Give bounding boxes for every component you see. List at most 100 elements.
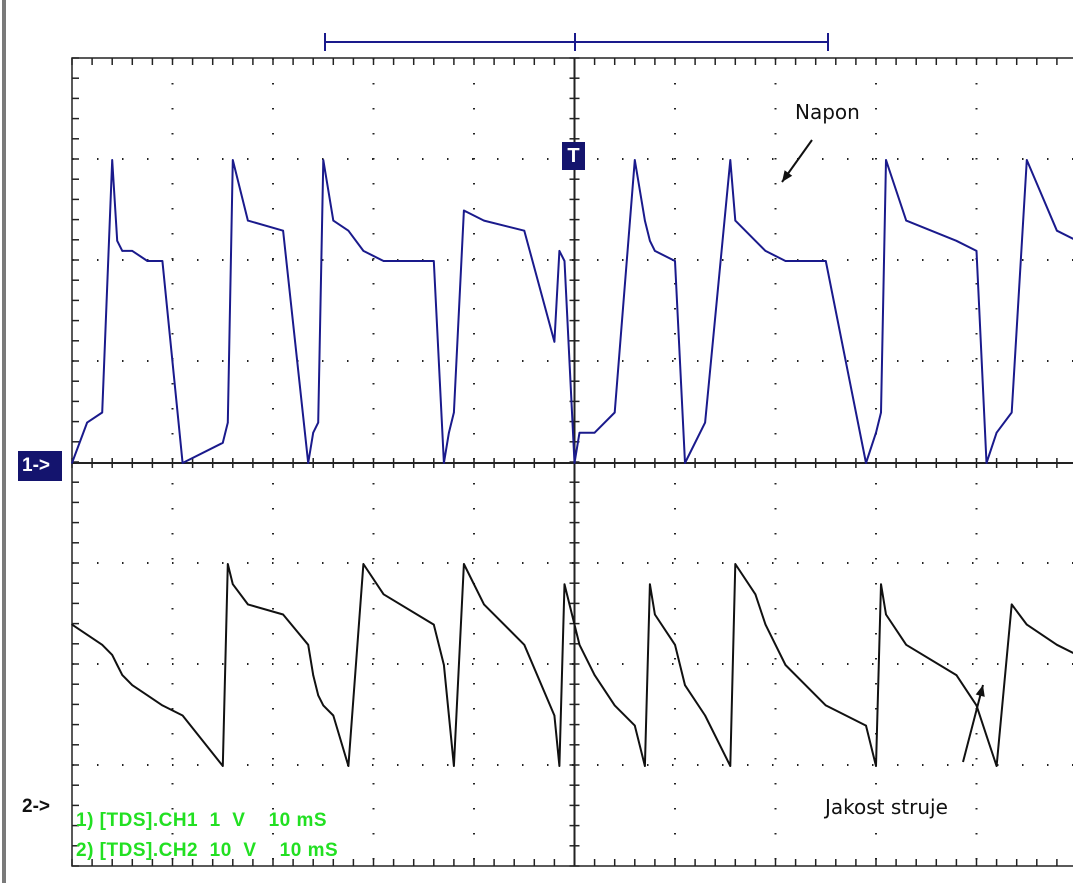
data-point xyxy=(880,583,882,585)
data-point xyxy=(161,704,164,707)
data-point xyxy=(382,260,385,262)
annotation-arrows xyxy=(781,139,985,763)
data-point xyxy=(227,563,229,565)
data-point xyxy=(1010,603,1013,606)
data-point xyxy=(448,714,450,717)
data-point xyxy=(644,765,646,767)
annotation-voltage: Napon xyxy=(795,100,860,124)
data-point xyxy=(654,613,656,616)
data-point xyxy=(101,411,103,414)
data-point xyxy=(443,664,445,666)
left-frame-bar xyxy=(2,0,6,883)
data-point xyxy=(634,159,636,161)
data-point xyxy=(563,583,566,585)
data-point xyxy=(704,421,706,424)
data-point xyxy=(282,613,284,616)
data-point xyxy=(232,159,234,161)
data-point xyxy=(885,159,887,161)
data-point xyxy=(875,765,877,767)
data-point xyxy=(86,421,88,424)
data-point xyxy=(282,229,284,232)
data-point xyxy=(121,250,124,252)
data-point xyxy=(382,593,385,596)
legend-ch1: 1) [TDS].CH1 1 V 10 mS xyxy=(76,810,328,831)
data-point xyxy=(955,240,958,242)
data-point xyxy=(483,603,485,606)
data-point xyxy=(332,714,335,717)
arrow-voltage-head xyxy=(782,170,793,182)
data-point xyxy=(433,260,435,262)
data-point xyxy=(101,644,103,646)
trace-channel-1 xyxy=(71,159,1073,464)
data-point xyxy=(573,623,576,626)
data-point xyxy=(317,694,320,697)
data-point xyxy=(985,734,988,737)
data-point xyxy=(232,583,234,585)
data-point xyxy=(975,250,978,252)
data-point xyxy=(955,674,958,676)
data-point xyxy=(523,644,526,646)
data-point xyxy=(116,240,118,242)
channel-2-marker: 2-> xyxy=(22,796,50,817)
data-point xyxy=(865,462,867,464)
data-point xyxy=(573,462,576,464)
data-point xyxy=(312,674,315,676)
data-point xyxy=(307,462,310,464)
data-point xyxy=(523,229,526,232)
data-point xyxy=(905,644,907,646)
data-point xyxy=(674,260,676,262)
data-point xyxy=(453,765,455,767)
data-point xyxy=(453,411,455,414)
data-point xyxy=(332,219,335,222)
data-point xyxy=(111,159,113,161)
data-point xyxy=(649,583,651,585)
trigger-marker: T xyxy=(562,142,585,170)
data-point xyxy=(463,563,465,565)
data-point xyxy=(885,613,887,616)
data-point xyxy=(131,250,134,252)
data-point xyxy=(443,462,445,464)
data-point xyxy=(734,219,737,222)
data-point xyxy=(593,431,596,434)
data-point xyxy=(613,411,616,414)
data-point xyxy=(553,714,556,717)
data-point xyxy=(121,674,124,676)
data-point xyxy=(131,684,134,686)
data-point xyxy=(312,431,315,434)
data-point xyxy=(784,664,787,666)
data-point xyxy=(825,260,827,262)
data-point xyxy=(362,563,365,565)
data-point xyxy=(729,765,732,767)
data-point xyxy=(754,593,757,596)
data-point xyxy=(347,765,350,767)
data-point xyxy=(483,219,485,222)
data-point xyxy=(578,431,581,434)
data-point xyxy=(784,260,787,262)
data-point xyxy=(222,442,224,444)
data-point xyxy=(578,644,581,646)
data-point xyxy=(222,765,224,767)
data-point xyxy=(825,704,827,707)
data-point xyxy=(1026,623,1028,626)
arrow-current xyxy=(962,684,984,763)
data-point xyxy=(181,462,184,464)
data-point xyxy=(322,704,325,707)
data-point xyxy=(111,654,113,656)
data-point xyxy=(674,644,676,646)
data-point xyxy=(995,431,998,434)
grid xyxy=(71,57,1073,867)
data-point xyxy=(307,644,310,646)
data-point xyxy=(684,462,686,464)
data-point xyxy=(880,411,882,414)
traces xyxy=(71,159,1073,767)
data-point xyxy=(553,341,556,343)
data-point xyxy=(362,250,365,252)
channel-1-marker: 1-> xyxy=(18,451,62,481)
data-point xyxy=(865,724,867,727)
data-point xyxy=(729,159,732,161)
data-point xyxy=(227,421,229,424)
data-point xyxy=(1056,229,1058,232)
data-point xyxy=(875,431,877,434)
data-point xyxy=(558,765,561,767)
